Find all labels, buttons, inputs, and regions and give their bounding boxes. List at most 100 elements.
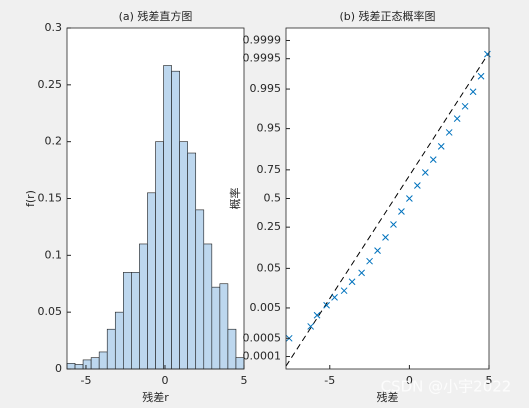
bar <box>66 363 76 370</box>
point <box>429 156 437 163</box>
y-tick-label: 0.5 <box>264 192 282 205</box>
bar <box>171 70 180 370</box>
point <box>413 182 421 189</box>
bar <box>211 286 221 370</box>
y-tick-label: 0.0001 <box>243 350 282 363</box>
y-axis-label: 概率 <box>228 188 242 210</box>
bar <box>203 243 213 370</box>
point <box>374 247 381 254</box>
y-tick-label: 0.75 <box>257 163 282 176</box>
y-tick-label: 0.25 <box>257 220 282 233</box>
point-stroke <box>358 269 365 277</box>
point-stroke <box>382 234 389 241</box>
reference-line <box>285 52 490 367</box>
point <box>348 278 356 286</box>
point-stroke <box>484 50 491 58</box>
point <box>390 221 397 228</box>
x-tick-label: 5 <box>486 374 493 387</box>
point-stroke <box>390 221 397 228</box>
point-stroke <box>413 182 421 189</box>
y-tick-label: 0.2 <box>45 135 63 148</box>
point <box>453 115 461 122</box>
x-tick-label: 0 <box>161 374 168 387</box>
point-stroke <box>469 88 477 96</box>
bar <box>155 141 164 370</box>
chart-title: (a) 残差直方图 <box>119 9 193 23</box>
point <box>331 293 338 301</box>
y-tick-label: 0.05 <box>38 305 63 318</box>
y-axis-label: f(r) <box>24 190 37 207</box>
point-stroke <box>429 156 437 163</box>
point-stroke <box>477 72 485 80</box>
bar <box>90 357 100 370</box>
point <box>398 208 405 215</box>
point-stroke <box>398 208 405 215</box>
point <box>358 269 365 277</box>
bar <box>163 65 172 370</box>
point <box>406 195 413 202</box>
point <box>421 169 429 176</box>
point <box>313 311 321 319</box>
x-tick-label: -5 <box>80 374 91 387</box>
y-tick-label: 0.05 <box>257 261 282 274</box>
y-tick-label: 0.0005 <box>243 331 282 344</box>
y-tick-label: 0.15 <box>38 192 63 205</box>
bar <box>147 192 156 370</box>
point <box>307 323 315 330</box>
y-tick-label: 0 <box>55 362 62 375</box>
point-stroke <box>437 143 445 150</box>
bar <box>139 243 148 370</box>
point-stroke <box>406 195 413 202</box>
bar <box>74 364 84 370</box>
point-stroke <box>340 287 348 295</box>
plot-area <box>286 28 489 369</box>
point-stroke <box>366 257 373 265</box>
point-stroke <box>453 115 461 122</box>
bar <box>82 359 92 370</box>
y-tick-label: 0.1 <box>45 248 63 261</box>
point <box>461 102 469 110</box>
point-stroke <box>323 301 330 309</box>
point <box>445 129 453 136</box>
point-stroke <box>374 247 381 254</box>
bar <box>227 328 237 370</box>
point <box>469 88 477 96</box>
y-tick-label: 0.95 <box>257 122 282 135</box>
y-tick-label: 0.995 <box>250 82 282 95</box>
point <box>340 287 348 295</box>
point-stroke <box>445 129 453 136</box>
x-tick-label: -5 <box>324 374 335 387</box>
y-tick-label: 0.9995 <box>243 52 282 65</box>
point-stroke <box>348 278 356 286</box>
point-stroke <box>421 169 429 176</box>
y-tick-label: 0.9999 <box>243 33 282 46</box>
bar <box>114 311 124 370</box>
watermark: CSDN @小宇2022 <box>381 378 512 396</box>
bar <box>106 328 116 370</box>
bar <box>187 152 197 370</box>
bar <box>195 209 205 370</box>
point <box>477 72 485 80</box>
x-axis-label: 残差 <box>377 390 399 404</box>
bar <box>131 272 140 370</box>
y-tick-label: 0.25 <box>38 78 63 91</box>
point <box>437 143 445 150</box>
point <box>382 234 389 241</box>
x-tick-label: 0 <box>406 374 413 387</box>
x-tick-label: 5 <box>241 374 248 387</box>
point-stroke <box>307 323 315 330</box>
x-axis-label: 残差r <box>142 390 169 404</box>
bar <box>219 283 229 370</box>
bar <box>179 141 188 370</box>
y-tick-label: 0.005 <box>250 301 282 314</box>
point-stroke <box>331 293 338 301</box>
point <box>366 257 373 265</box>
chart-title: (b) 残差正态概率图 <box>339 9 435 23</box>
point <box>323 301 330 309</box>
bar <box>98 351 108 370</box>
point-stroke <box>313 311 321 319</box>
point <box>484 50 491 58</box>
point-stroke <box>461 102 469 110</box>
y-tick-label: 0.3 <box>45 21 63 34</box>
